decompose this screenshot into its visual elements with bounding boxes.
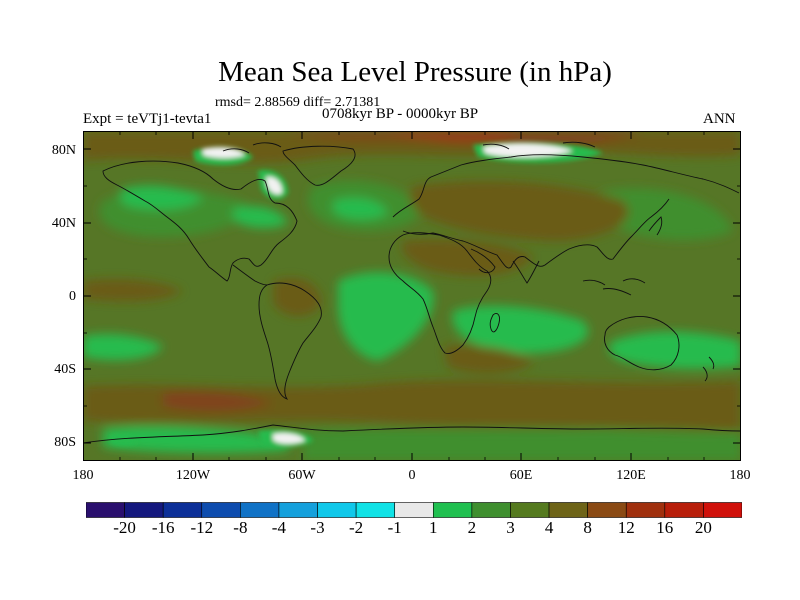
colorbar-label: -8 xyxy=(233,518,248,537)
colorbar-box xyxy=(664,502,704,518)
colorbar-box xyxy=(278,502,318,518)
colorbar-label: -12 xyxy=(190,518,214,537)
colorbar-box xyxy=(355,502,396,518)
lat-label-80s: 80S xyxy=(54,435,76,450)
colorbar-box xyxy=(124,502,164,518)
lon-label-60e: 60E xyxy=(509,468,533,483)
axis-ticks xyxy=(83,131,741,461)
colorbar-box xyxy=(162,502,203,518)
colorbar-box xyxy=(548,502,588,518)
lon-label-180e: 180 xyxy=(729,468,751,483)
experiment-label: Expt = teVTj1-tevta1 xyxy=(83,111,212,127)
pressure-shading xyxy=(83,131,741,461)
stats-text: rmsd= 2.88569 diff= 2.71381 xyxy=(215,95,381,110)
colorbar-label: -3 xyxy=(310,518,325,537)
colorbar-label: 1 xyxy=(429,518,438,537)
colorbar-box xyxy=(625,502,666,518)
period-label: 0708kyr BP - 0000kyr BP xyxy=(322,106,479,122)
colorbar-label: 4 xyxy=(544,518,554,537)
colorbar-label: 16 xyxy=(656,518,674,537)
map-title: Mean Sea Level Pressure (in hPa) xyxy=(218,56,612,88)
lat-label-40n: 40N xyxy=(51,216,76,231)
lon-label-180w: 180 xyxy=(72,468,94,483)
colorbar-box xyxy=(240,502,280,518)
colorbar-boxes xyxy=(86,502,742,518)
lat-label-40s: 40S xyxy=(54,362,76,377)
colorbar-box xyxy=(86,502,125,518)
colorbar-label: 20 xyxy=(694,518,712,537)
lon-label-120w: 120W xyxy=(175,468,211,483)
colorbar-label: -2 xyxy=(349,518,364,537)
colorbar-label: -20 xyxy=(113,518,136,537)
coastlines xyxy=(83,141,741,444)
colorbar-box xyxy=(510,502,550,518)
colorbar-label: -16 xyxy=(151,518,175,537)
pressure-difference-map xyxy=(83,131,741,461)
minor-ticks xyxy=(83,131,741,461)
colorbar-box xyxy=(317,502,357,518)
colorbar xyxy=(86,502,742,518)
colorbar-label: 12 xyxy=(617,518,635,537)
colorbar-box xyxy=(587,502,627,518)
colorbar-box xyxy=(703,502,742,518)
lon-label-60w: 60W xyxy=(288,468,316,483)
colorbar-label: -1 xyxy=(387,518,402,537)
colorbar-label: 8 xyxy=(583,518,592,537)
colorbar-label: -4 xyxy=(271,518,286,537)
colorbar-box xyxy=(201,502,241,518)
colorbar-box xyxy=(432,502,473,518)
colorbar-label: 3 xyxy=(506,518,515,537)
colorbar-box xyxy=(471,502,511,518)
colorbar-box xyxy=(394,502,434,518)
lon-label-120e: 120E xyxy=(616,468,646,483)
lat-label-0: 0 xyxy=(69,289,76,304)
lon-label-0: 0 xyxy=(408,468,416,483)
season-label: ANN xyxy=(703,111,736,127)
colorbar-label: 2 xyxy=(467,518,477,537)
lat-label-80n: 80N xyxy=(51,143,76,158)
